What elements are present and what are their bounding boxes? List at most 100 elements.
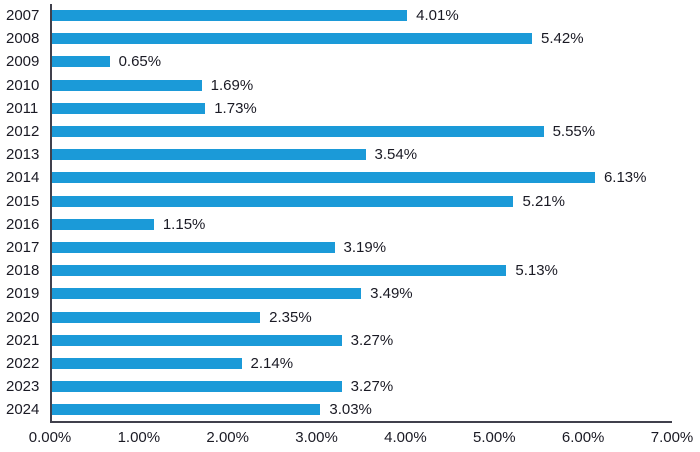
y-axis-label: 2024 <box>6 401 40 419</box>
y-axis-label: 2012 <box>6 123 40 141</box>
data-label: 2.35% <box>269 308 312 326</box>
bar-row: 2021 3.27% <box>0 328 672 352</box>
data-label: 5.21% <box>522 192 565 210</box>
bar <box>52 102 206 114</box>
bar <box>52 195 514 207</box>
data-label: 1.15% <box>162 215 206 233</box>
y-axis-label: 2014 <box>6 169 40 187</box>
bar <box>52 33 533 45</box>
y-axis-label: 2010 <box>6 76 40 94</box>
y-axis-label: 2019 <box>6 285 40 303</box>
bar <box>52 218 154 230</box>
plot-cell: 6.13% <box>50 166 672 190</box>
bar-row: 2009 0.65% <box>0 50 672 74</box>
plot-cell: 5.55% <box>50 119 672 144</box>
bar-row: 2023 3.27% <box>0 375 672 399</box>
plot-cell: 3.54% <box>50 143 672 167</box>
y-axis-label: 2011 <box>6 99 39 117</box>
bar-row: 2024 3.03% <box>0 398 672 422</box>
bar-row: 2017 3.19% <box>0 235 672 260</box>
bar-row: 2014 6.13% <box>0 166 672 190</box>
bar-row: 2008 5.42% <box>0 27 672 51</box>
plot-cell: 3.49% <box>50 282 672 306</box>
bar-row: 2012 5.55% <box>0 119 672 144</box>
plot-cell: 3.19% <box>50 235 672 260</box>
y-axis-label: 2018 <box>6 262 40 280</box>
bar <box>52 311 261 323</box>
data-label: 3.27% <box>350 378 394 396</box>
bar <box>52 126 544 138</box>
y-axis-label: 2009 <box>6 53 40 71</box>
y-axis-label: 2017 <box>6 238 40 256</box>
y-axis-label: 2013 <box>6 146 40 164</box>
y-axis-label: 2007 <box>6 7 40 25</box>
data-label: 1.69% <box>210 76 254 94</box>
plot-cell: 2.14% <box>50 351 672 375</box>
x-axis-tick-label: 0.00% <box>28 429 72 447</box>
bar <box>52 357 242 369</box>
bar <box>52 265 507 277</box>
plot-cell: 5.13% <box>50 259 672 283</box>
data-label: 3.19% <box>343 238 387 256</box>
x-axis-tick-label: 5.00% <box>473 429 516 447</box>
y-axis-label: 2021 <box>6 331 40 349</box>
bar-row: 2016 1.15% <box>0 212 672 236</box>
x-axis-tick-label: 6.00% <box>561 429 605 447</box>
bar-row: 2015 5.21% <box>0 189 672 213</box>
y-axis-label: 2015 <box>6 192 40 210</box>
bar-row: 2019 3.49% <box>0 282 672 306</box>
y-axis-label: 2016 <box>6 215 40 233</box>
y-axis-label: 2020 <box>6 308 40 326</box>
bar-row: 2011 1.73% <box>0 96 672 120</box>
plot-cell: 2.35% <box>50 305 672 329</box>
bar <box>52 381 342 393</box>
bar-row: 2010 1.69% <box>0 73 672 97</box>
x-axis-tick-label: 4.00% <box>384 429 427 447</box>
plot-cell: 5.21% <box>50 189 672 213</box>
bar <box>52 404 321 416</box>
plot-cell: 4.01% <box>50 4 672 28</box>
x-axis-tick-label: 7.00% <box>650 429 694 447</box>
plot-cell: 5.42% <box>50 27 672 51</box>
plot-cell: 3.03% <box>50 398 672 422</box>
y-axis-label: 2022 <box>6 354 40 372</box>
bar-row: 2020 2.35% <box>0 305 672 329</box>
plot-cell: 3.27% <box>50 328 672 352</box>
data-label: 5.13% <box>515 262 558 280</box>
plot-cell: 0.65% <box>50 50 672 74</box>
bar-row: 2013 3.54% <box>0 143 672 167</box>
plot-cell: 1.15% <box>50 212 672 236</box>
x-axis-tick-label: 1.00% <box>117 429 161 447</box>
data-label: 3.54% <box>374 146 418 164</box>
data-label: 0.65% <box>118 53 162 71</box>
bar <box>52 56 110 68</box>
plot-area: 2007 4.01% 2008 5.42% 2009 0.65% 2010 1.69% 2011… <box>0 4 672 422</box>
x-axis-tick-label: 3.00% <box>295 429 338 447</box>
data-label: 5.42% <box>541 30 584 48</box>
plot-cell: 1.73% <box>50 96 672 120</box>
bar <box>52 288 362 300</box>
data-label: 1.73% <box>214 99 257 117</box>
bar <box>52 79 202 91</box>
bar-row: 2007 4.01% <box>0 4 672 28</box>
bar <box>52 149 366 161</box>
bar <box>52 241 335 253</box>
data-label: 2.14% <box>250 354 294 372</box>
data-label: 5.55% <box>552 123 596 141</box>
data-label: 3.03% <box>329 401 372 419</box>
bar-row: 2022 2.14% <box>0 351 672 375</box>
bar-row: 2018 5.13% <box>0 259 672 283</box>
data-label: 3.27% <box>350 331 394 349</box>
y-axis-label: 2023 <box>6 378 40 396</box>
bar <box>52 172 595 184</box>
x-axis-tick-label: 2.00% <box>206 429 249 447</box>
y-axis-label: 2008 <box>6 30 40 48</box>
data-label: 3.49% <box>370 285 413 303</box>
bar <box>52 10 408 22</box>
data-label: 4.01% <box>416 7 459 25</box>
plot-cell: 3.27% <box>50 375 672 399</box>
x-axis: 0.00% 1.00% 2.00% 3.00% 4.00% 5.00% 6.00% 7.00% <box>29 421 693 452</box>
plot-cell: 1.69% <box>50 73 672 97</box>
data-label: 6.13% <box>603 169 647 187</box>
